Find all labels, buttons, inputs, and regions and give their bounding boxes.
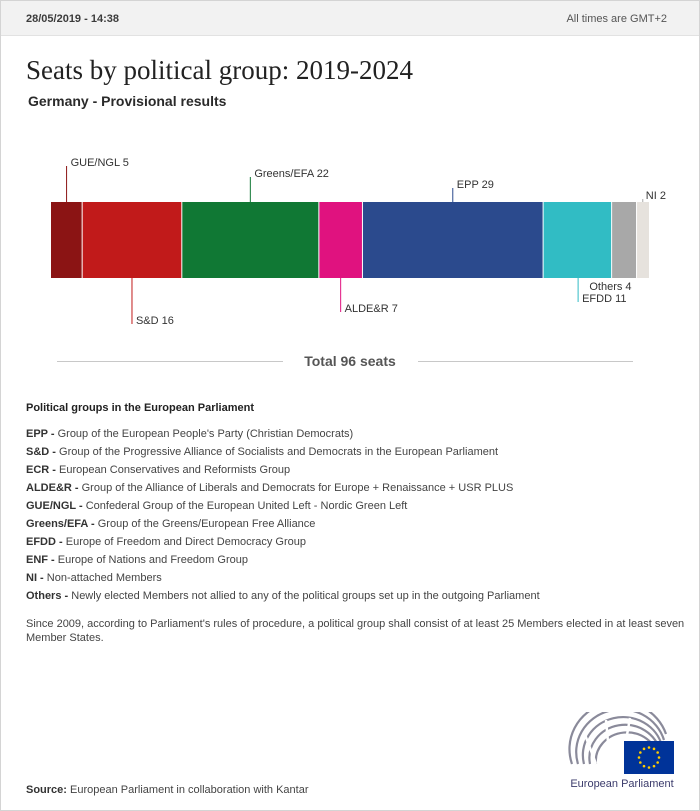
group-abbr: Others - bbox=[26, 590, 69, 602]
star-icon bbox=[642, 747, 646, 751]
group-abbr: NI - bbox=[26, 572, 44, 584]
group-desc: Group of the Alliance of Liberals and De… bbox=[81, 482, 514, 494]
group-row-efdd: EFDD - Europe of Freedom and Direct Demo… bbox=[26, 535, 676, 553]
data-label: Greens/EFA 22 bbox=[254, 168, 329, 180]
group-row-ecr: ECR - European Conservatives and Reformi… bbox=[26, 463, 676, 481]
page-subtitle: Germany - Provisional results bbox=[28, 93, 227, 109]
star-icon bbox=[657, 756, 661, 759]
group-abbr: Greens/EFA - bbox=[26, 518, 95, 530]
group-desc: European Conservatives and Reformists Gr… bbox=[59, 464, 291, 476]
group-abbr: EPP - bbox=[26, 428, 55, 440]
total-divider-right bbox=[418, 361, 633, 362]
bar-segment-s-d bbox=[82, 202, 182, 278]
star-icon bbox=[656, 751, 659, 754]
data-label: NI 2 bbox=[646, 190, 666, 202]
star-icon bbox=[652, 764, 656, 768]
group-desc: Newly elected Members not allied to any … bbox=[71, 590, 540, 602]
bar-segment-others bbox=[611, 202, 637, 278]
star-icon bbox=[639, 751, 642, 754]
group-abbr: EFDD - bbox=[26, 536, 63, 548]
group-desc: Europe of Nations and Freedom Group bbox=[57, 554, 248, 566]
data-label: EFDD 11 bbox=[582, 293, 626, 305]
star-icon bbox=[639, 761, 642, 764]
data-label: GUE/NGL 5 bbox=[71, 157, 129, 169]
group-row-ni: NI - Non-attached Members bbox=[26, 571, 676, 589]
total-divider-left bbox=[57, 361, 283, 362]
group-row-enf: ENF - Europe of Nations and Freedom Grou… bbox=[26, 553, 676, 571]
bar-segment-epp bbox=[362, 202, 544, 278]
bar-segment-alde-r bbox=[318, 202, 363, 278]
group-abbr: ALDE&R - bbox=[26, 482, 79, 494]
groups-list: EPP - Group of the European People's Par… bbox=[26, 427, 676, 607]
star-icon bbox=[656, 761, 659, 764]
european-parliament-logo: European Parliament bbox=[566, 700, 678, 794]
page-title: Seats by political group: 2019-2024 bbox=[26, 55, 413, 85]
timestamp: 28/05/2019 - 14:38 bbox=[26, 13, 119, 25]
timezone-note: All times are GMT+2 bbox=[566, 13, 667, 25]
source-label: Source: bbox=[26, 784, 67, 796]
group-desc: Europe of Freedom and Direct Democracy G… bbox=[65, 536, 307, 548]
data-label: EPP 29 bbox=[457, 179, 494, 191]
group-desc: Group of the European People's Party (Ch… bbox=[57, 428, 354, 440]
star-icon bbox=[637, 756, 641, 759]
group-desc: Group of the Greens/European Free Allian… bbox=[97, 518, 316, 530]
source-text: European Parliament in collaboration wit… bbox=[70, 784, 309, 796]
bar-segment-greens-efa bbox=[181, 202, 319, 278]
group-abbr: GUE/NGL - bbox=[26, 500, 83, 512]
group-row-epp: EPP - Group of the European People's Par… bbox=[26, 427, 676, 445]
group-abbr: ECR - bbox=[26, 464, 56, 476]
group-row-sd: S&D - Group of the Progressive Alliance … bbox=[26, 445, 676, 463]
group-abbr: S&D - bbox=[26, 446, 56, 458]
star-icon bbox=[647, 766, 651, 769]
group-row-greensefa: Greens/EFA - Group of the Greens/Europea… bbox=[26, 517, 676, 535]
total-seats-label: Total 96 seats bbox=[304, 353, 396, 369]
seats-stacked-bar-chart: GUE/NGL 5 S&D 16 Greens/EFA 22 ALDE&R 7 EPP … bbox=[51, 157, 666, 327]
group-desc: Confederal Group of the European United … bbox=[85, 500, 408, 512]
data-label: S&D 16 bbox=[136, 315, 174, 327]
source-line: Source: European Parliament in collabora… bbox=[26, 784, 309, 796]
hemicycle-icon bbox=[568, 700, 674, 774]
group-abbr: ENF - bbox=[26, 554, 55, 566]
star-icon bbox=[652, 747, 656, 751]
bar-segment-ni bbox=[636, 202, 649, 278]
bar-segment-efdd bbox=[543, 202, 612, 278]
group-desc: Non-attached Members bbox=[46, 572, 162, 584]
group-row-alder: ALDE&R - Group of the Alliance of Libera… bbox=[26, 481, 676, 499]
bar-segment-gue-ngl bbox=[51, 202, 83, 278]
rules-note: Since 2009, according to Parliament's ru… bbox=[26, 618, 685, 644]
star-icon bbox=[647, 746, 651, 749]
group-desc: Group of the Progressive Alliance of Soc… bbox=[59, 446, 499, 458]
star-icon bbox=[642, 764, 646, 768]
data-label: ALDE&R 7 bbox=[345, 303, 398, 315]
top-bar: 28/05/2019 - 14:38 All times are GMT+2 bbox=[1, 1, 699, 36]
logo-text: European Parliament bbox=[570, 778, 674, 790]
eu-flag-icon bbox=[624, 741, 674, 774]
data-label: Others 4 bbox=[589, 281, 631, 293]
group-row-guengl: GUE/NGL - Confederal Group of the Europe… bbox=[26, 499, 676, 517]
group-row-others: Others - Newly elected Members not allie… bbox=[26, 589, 676, 607]
groups-heading: Political groups in the European Parliam… bbox=[26, 402, 254, 414]
